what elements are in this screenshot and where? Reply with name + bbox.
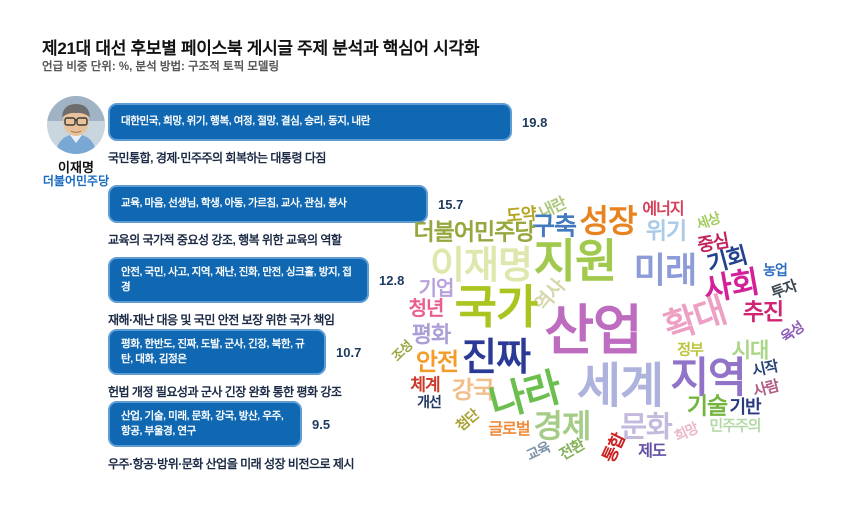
topic-bar: 안전, 국민, 사고, 지역, 재난, 진화, 만전, 싱크홀, 방지, 접경 xyxy=(108,257,369,303)
page-title: 제21대 대선 후보별 페이스북 게시글 주제 분석과 핵심어 시각화 xyxy=(42,39,480,58)
cloud-word: 교육 xyxy=(523,438,553,464)
topic-keywords: 평화, 한반도, 진짜, 도발, 군사, 긴장, 북한, 규탄, 대화, 김정은 xyxy=(121,337,305,365)
cloud-word: 확대 xyxy=(659,290,731,348)
cloud-word: 제도 xyxy=(638,443,666,460)
cloud-word: 성장 xyxy=(579,203,638,239)
cloud-word: 강국 xyxy=(451,377,495,404)
cloud-word: 청년 xyxy=(408,298,445,320)
cloud-word: 지역 xyxy=(670,354,746,401)
cloud-word: 체계 xyxy=(410,375,440,395)
cloud-word: 안전 xyxy=(415,349,459,376)
topic-value: 19.8 xyxy=(522,115,548,130)
cloud-word: 에너지 xyxy=(642,201,684,218)
cloud-word: 시작 xyxy=(750,358,780,380)
cloud-word: 위기 xyxy=(645,217,687,244)
cloud-word: 정부 xyxy=(677,341,704,359)
cloud-word: 문화 xyxy=(620,411,672,444)
topic-bar: 평화, 한반도, 진짜, 도발, 군사, 긴장, 북한, 규탄, 대화, 김정은 xyxy=(108,329,326,375)
cloud-word: 추진 xyxy=(742,298,784,325)
cloud-word: 첨단 xyxy=(452,406,482,434)
page-subtitle: 언급 비중 단위: %, 분석 방법: 구조적 토픽 모델링 xyxy=(42,61,280,73)
candidate-photo-icon xyxy=(47,96,105,154)
candidate-party: 더불어민주당 xyxy=(42,174,110,188)
cloud-word: 세계 xyxy=(576,360,664,413)
cloud-word: 산업 xyxy=(544,301,642,361)
candidate-name: 이재명 xyxy=(58,160,94,175)
topic-bar: 교육, 마음, 선생님, 학생, 아동, 가르침, 교사, 관심, 봉사 xyxy=(108,185,428,223)
topic-keywords: 산업, 기술, 미래, 문화, 강국, 방산, 우주, 항공, 부울경, 연구 xyxy=(121,409,284,437)
cloud-word: 희망 xyxy=(671,419,701,445)
cloud-word: 글로벌 xyxy=(488,421,530,438)
topic-summary: 우주·항공·방위·문화 산업을 미래 성장 비전으로 제시 xyxy=(108,457,355,471)
cloud-word: 기업 xyxy=(418,278,455,300)
topic-keywords: 안전, 국민, 사고, 지역, 재난, 진화, 만전, 싱크홀, 방지, 접경 xyxy=(121,265,352,293)
cloud-word: 국가 xyxy=(454,281,539,333)
cloud-word: 진짜 xyxy=(462,337,531,379)
cloud-word: 민주주의 xyxy=(709,417,761,435)
cloud-word: 구축 xyxy=(531,212,577,241)
cloud-word: 기반 xyxy=(729,397,761,417)
cloud-word: 경제 xyxy=(533,408,592,444)
cloud-word: 이재명 xyxy=(430,245,533,287)
topic-summary: 재해·재난 대응 및 국민 안전 보장 위한 국가 책임 xyxy=(108,313,335,327)
topic-summary: 헌법 개정 필요성과 군사 긴장 완화 통한 평화 강조 xyxy=(108,385,342,399)
candidate-avatar xyxy=(46,95,106,155)
topic-value: 9.5 xyxy=(312,417,331,432)
topic-summary: 국민통합, 경제·민주주의 회복하는 대통령 다짐 xyxy=(108,151,326,165)
topic-keywords: 대한민국, 희망, 위기, 행복, 여정, 절망, 결심, 승리, 동지, 내란 xyxy=(121,115,371,128)
cloud-word: 기술 xyxy=(686,392,728,419)
topic-value: 12.8 xyxy=(379,273,405,288)
cloud-word: 미래 xyxy=(633,251,697,291)
topic-value: 15.7 xyxy=(438,197,464,212)
cloud-word: 더불어민주당 xyxy=(413,218,536,245)
cloud-word: 시대 xyxy=(731,339,770,363)
cloud-word: 평화 xyxy=(411,322,451,347)
topic-summary: 교육의 국가적 중요성 강조, 행복 위한 교육의 역할 xyxy=(108,233,342,247)
topic-bar: 산업, 기술, 미래, 문화, 강국, 방산, 우주, 항공, 부울경, 연구 xyxy=(108,401,302,447)
cloud-word: 조성 xyxy=(388,337,416,365)
cloud-word: 개선 xyxy=(417,394,442,410)
cloud-word: 지원 xyxy=(533,235,618,287)
topic-keywords: 교육, 마음, 선생님, 학생, 아동, 가르침, 교사, 관심, 봉사 xyxy=(121,197,347,210)
cloud-word: 세상 xyxy=(694,209,722,233)
cloud-word: 농업 xyxy=(763,262,788,278)
topic-value: 10.7 xyxy=(336,345,362,360)
topic-bar: 대한민국, 희망, 위기, 행복, 여정, 절망, 결심, 승리, 동지, 내란 xyxy=(108,103,512,141)
